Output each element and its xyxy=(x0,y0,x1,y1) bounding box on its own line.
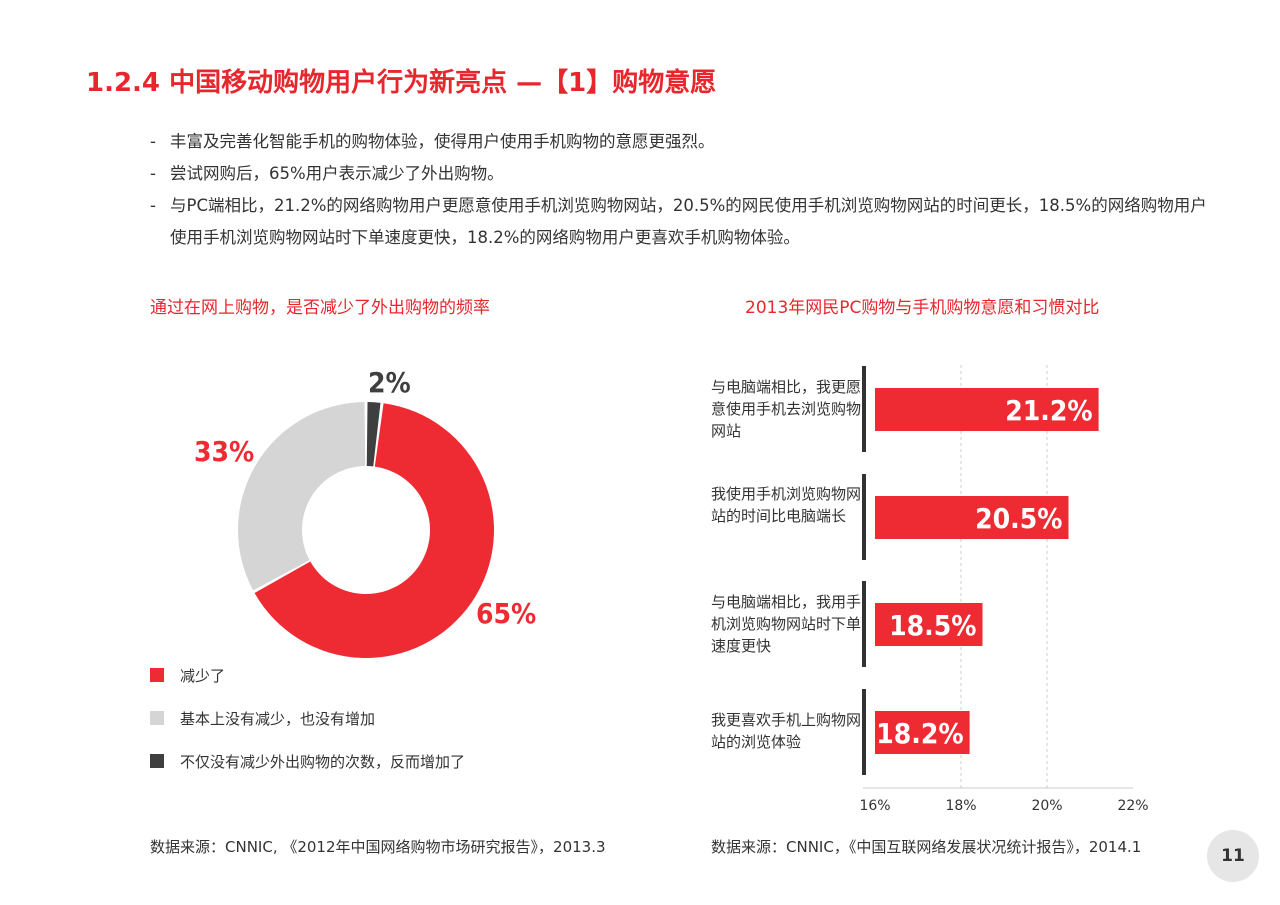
bullet-dash: - xyxy=(150,164,156,183)
page-title: 1.2.4 中国移动购物用户行为新亮点 —【1】购物意愿 xyxy=(86,68,717,98)
x-tick-label: 22% xyxy=(1117,798,1148,814)
legend-item: 基本上没有减少，也没有增加 xyxy=(150,707,465,729)
bullet-item: - 丰富及完善化智能手机的购物体验，使得用户使用手机购物的意愿更强烈。 xyxy=(150,126,1210,158)
donut-slice xyxy=(238,402,366,591)
legend-label: 不仅没有减少外出购物的次数，反而增加了 xyxy=(180,752,466,771)
page-number: 11 xyxy=(1221,846,1245,866)
bar xyxy=(875,711,970,754)
bullet-item: - 尝试网购后，65%用户表示减少了外出购物。 xyxy=(150,158,1210,190)
x-tick-label: 20% xyxy=(1031,798,1062,814)
legend-label: 基本上没有减少，也没有增加 xyxy=(180,709,376,728)
legend-item: 减少了 xyxy=(150,664,465,686)
legend-swatch-light-gray xyxy=(150,711,164,725)
category-divider xyxy=(862,366,866,452)
bullet-text: 与PC端相比，21.2%的网络购物用户更愿意使用手机浏览购物网站，20.5%的网… xyxy=(170,196,1207,247)
source-note-left: 数据来源：CNNIC, 《2012年中国网络购物市场研究报告》，2013.3 xyxy=(150,838,606,856)
x-tick-label: 18% xyxy=(945,798,976,814)
bar-category-label: 与电脑端相比，我更愿意使用手机去浏览购物网站 xyxy=(711,378,862,440)
legend-swatch-dark-gray xyxy=(150,754,164,768)
donut-slice xyxy=(366,402,381,467)
donut-chart-title: 通过在网上购物，是否减少了外出购物的频率 xyxy=(150,298,490,318)
bar-category-label: 与电脑端相比，我用手机浏览购物网站时下单速度更快 xyxy=(711,593,862,655)
bar xyxy=(875,496,1069,539)
bar xyxy=(875,388,1099,431)
bar-chart: 16% 18% 20% 22% 21.2% 20.5% 18.5% 18.2% xyxy=(859,365,1149,814)
bar-value-label: 18.5% xyxy=(889,609,976,642)
x-tick-label: 16% xyxy=(859,798,890,814)
bar-value-label: 18.2% xyxy=(876,717,963,750)
bar-category-label: 我更喜欢手机上购物网站的浏览体验 xyxy=(711,711,862,751)
bullet-list: - 丰富及完善化智能手机的购物体验，使得用户使用手机购物的意愿更强烈。 - 尝试… xyxy=(150,126,1210,254)
bullet-text: 丰富及完善化智能手机的购物体验，使得用户使用手机购物的意愿更强烈。 xyxy=(170,132,715,151)
source-note-right: 数据来源：CNNIC，《中国互联网络发展状况统计报告》，2014.1 xyxy=(711,838,1142,856)
bar xyxy=(875,603,983,646)
category-divider xyxy=(862,581,866,667)
bar-value-label: 21.2% xyxy=(1005,394,1092,427)
bar-category-label: 我使用手机浏览购物网站的时间比电脑端长 xyxy=(711,485,862,525)
donut-data-label: 65% xyxy=(476,597,536,630)
legend-item: 不仅没有减少外出购物的次数，反而增加了 xyxy=(150,750,465,772)
category-divider xyxy=(862,689,866,775)
page-number-badge: 11 xyxy=(1207,830,1259,882)
donut-legend: 减少了 基本上没有减少，也没有增加 不仅没有减少外出购物的次数，反而增加了 xyxy=(150,664,465,793)
bar-value-label: 20.5% xyxy=(975,502,1062,535)
category-divider xyxy=(862,474,866,560)
bar-chart-title: 2013年网民PC购物与手机购物意愿和习惯对比 xyxy=(745,298,1100,318)
legend-swatch-red xyxy=(150,668,164,682)
bullet-dash: - xyxy=(150,132,156,151)
donut-data-label: 33% xyxy=(194,435,254,468)
bullet-text: 尝试网购后，65%用户表示减少了外出购物。 xyxy=(170,164,504,183)
bullet-dash: - xyxy=(150,196,156,215)
donut-data-label: 2% xyxy=(368,366,411,399)
donut-slice xyxy=(254,403,494,658)
bullet-item: - 与PC端相比，21.2%的网络购物用户更愿意使用手机浏览购物网站，20.5%… xyxy=(150,190,1210,254)
legend-label: 减少了 xyxy=(180,666,226,685)
donut-chart: 2% 65% 33% xyxy=(194,366,536,658)
